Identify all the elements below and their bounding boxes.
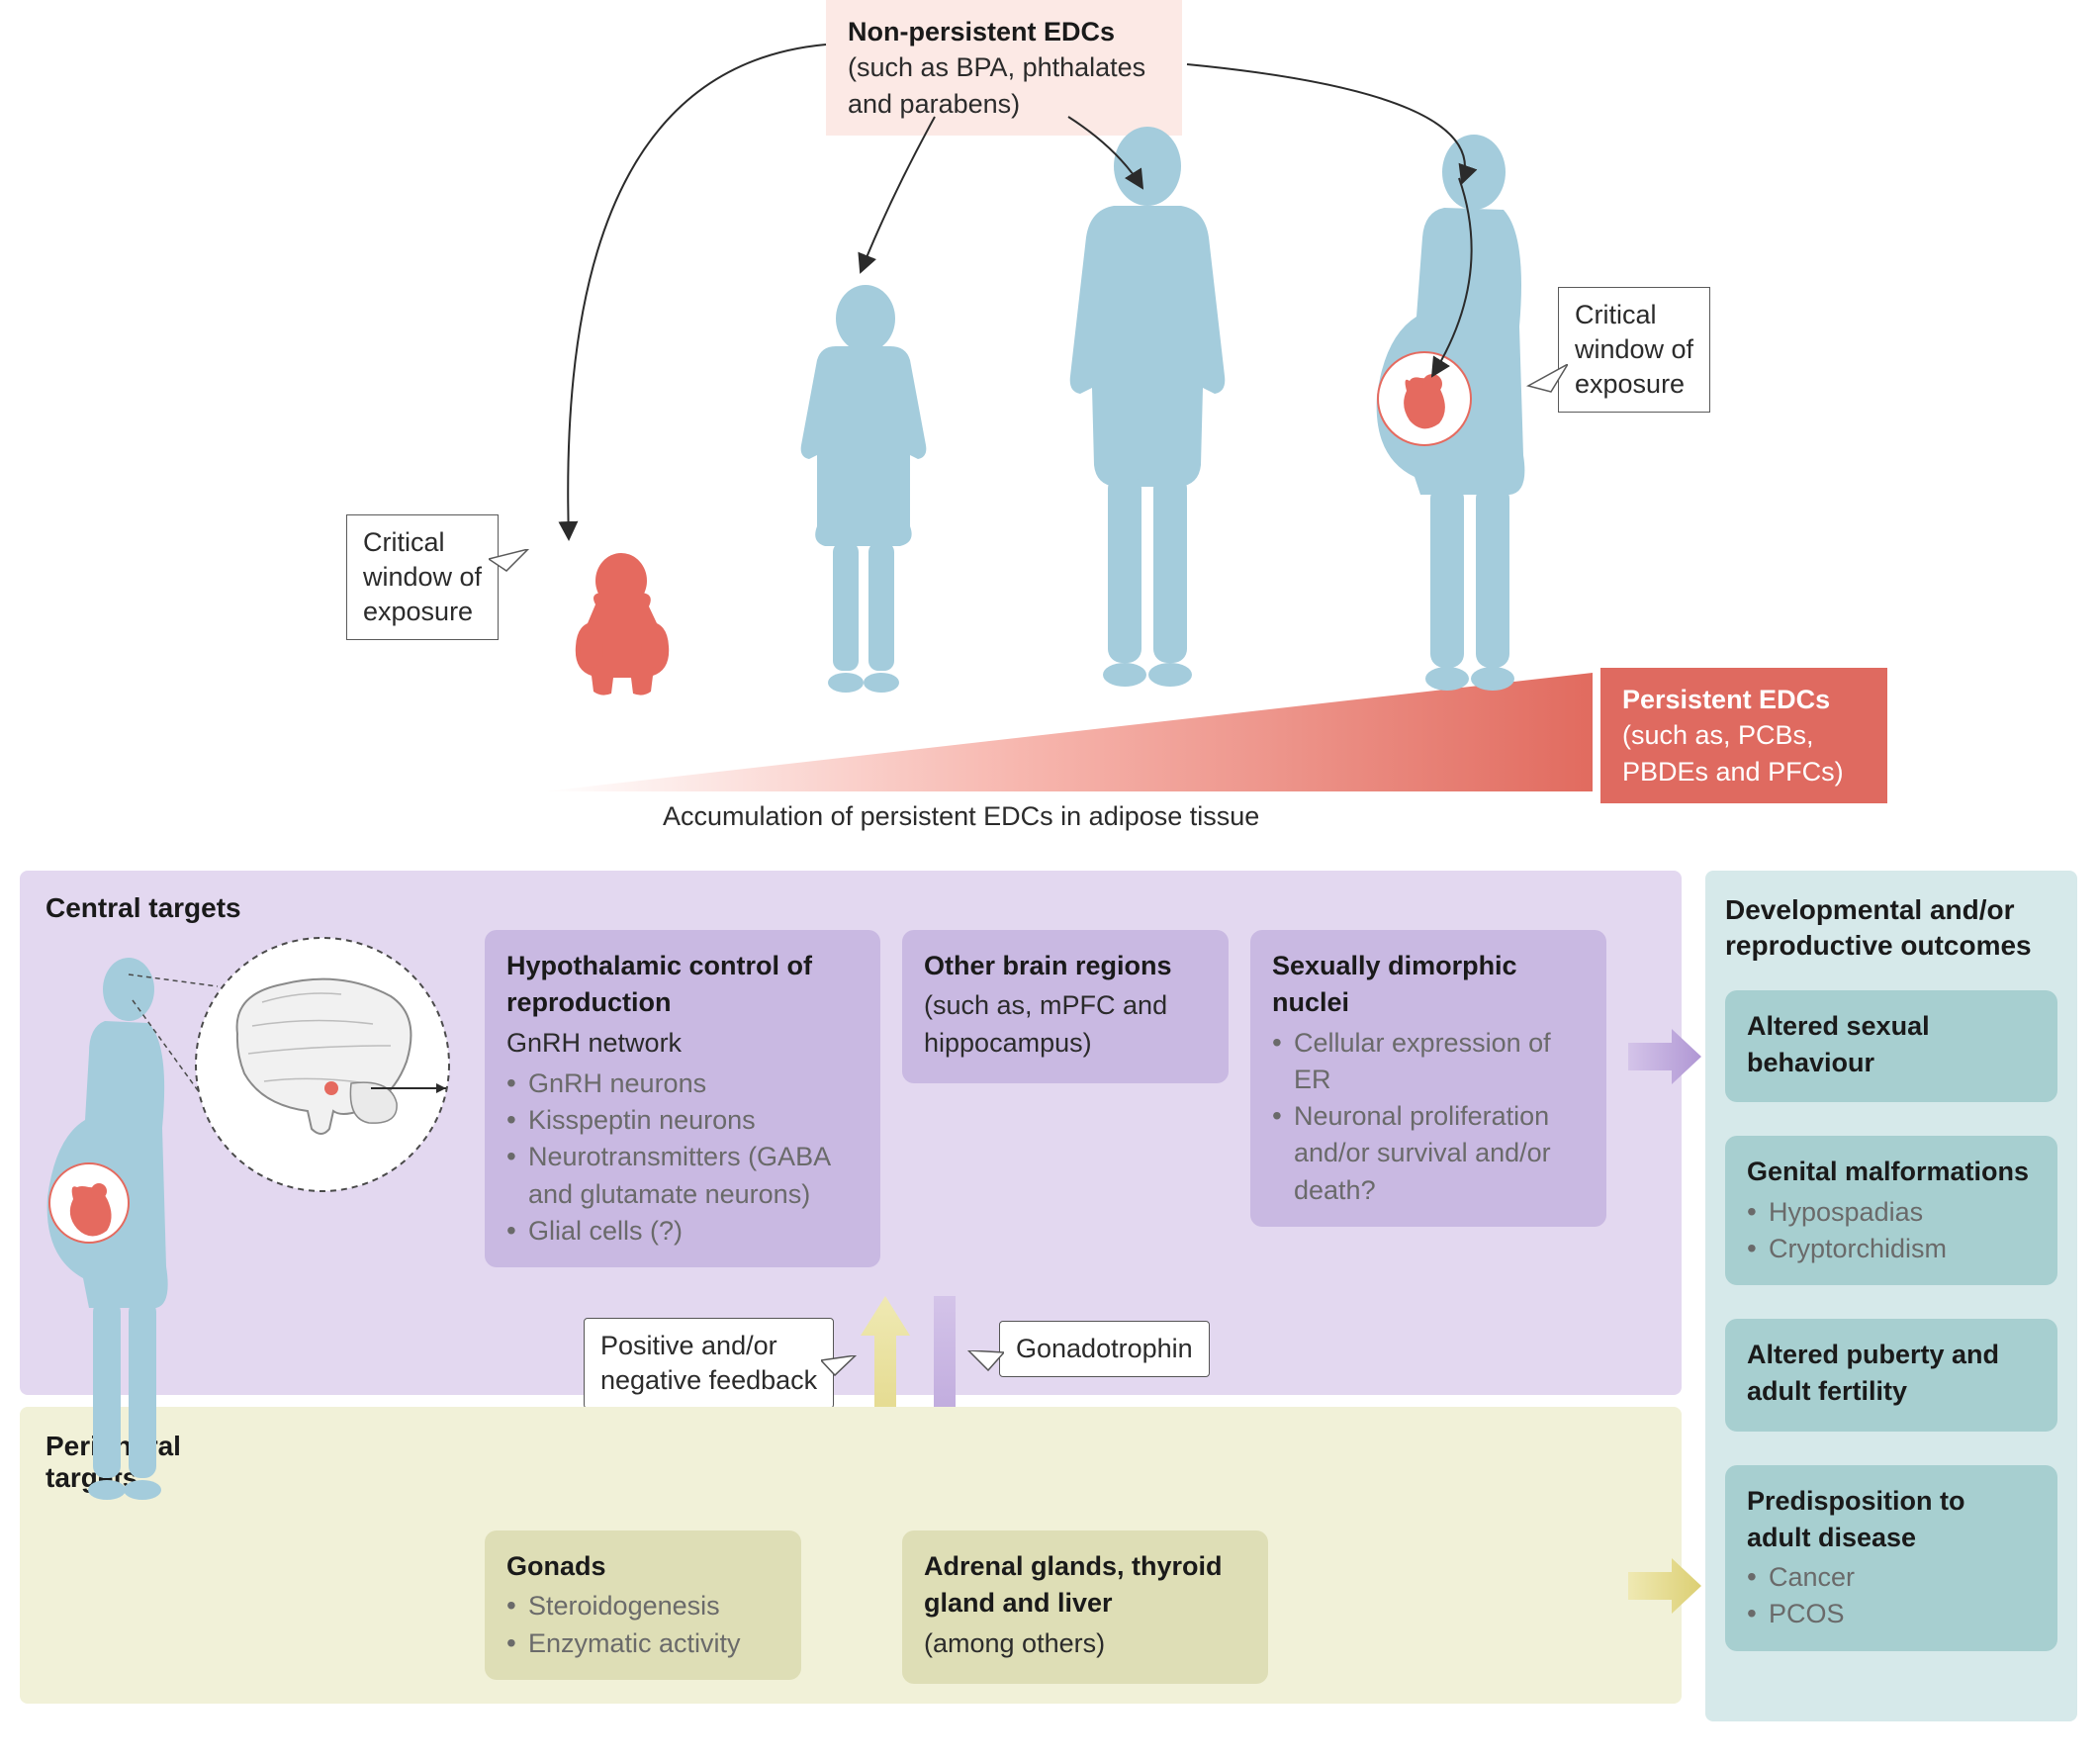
central-targets-panel: Central targets Hypothalamic control of … <box>20 871 1682 1395</box>
outcomes-title: Developmental and/or reproductive outcom… <box>1725 892 2057 965</box>
outcome-card-1: Genital malformations Hypospadias Crypto… <box>1725 1136 2057 1285</box>
bottom-section: Central targets Hypothalamic control of … <box>20 871 2077 1721</box>
outcome-card-3: Predisposition to adult disease Cancer P… <box>1725 1465 2057 1651</box>
callout-pointer-right <box>1523 364 1568 394</box>
other-brain-card: Other brain regions (such as, mPFC and h… <box>902 930 1229 1083</box>
feedback-left-pointer <box>821 1355 861 1380</box>
persistent-edc-box: Persistent EDCs (such as, PCBs, PBDEs an… <box>1600 668 1887 803</box>
dimorphic-card: Sexually dimorphic nuclei Cellular expre… <box>1250 930 1606 1227</box>
critical-window-right: Critical window of exposure <box>1558 287 1710 413</box>
top-section: Non-persistent EDCs (such as BPA, phthal… <box>0 0 2100 871</box>
outcomes-panel: Developmental and/or reproductive outcom… <box>1705 871 2077 1721</box>
central-title: Central targets <box>46 892 241 924</box>
peripheral-to-outcomes-arrow <box>1628 1558 1701 1614</box>
gonadotrophin-pointer <box>964 1350 1004 1375</box>
baby-silhouette <box>554 549 687 697</box>
p-sub: (such as, PCBs, PBDEs and PFCs) <box>1622 717 1866 789</box>
feedback-left-bubble: Positive and/or negative feedback <box>584 1318 834 1409</box>
hypothalamic-bullets: GnRH neurons Kisspeptin neurons Neurotra… <box>506 1066 859 1250</box>
outcome-card-2: Altered puberty and adult fertility <box>1725 1319 2057 1432</box>
outcome-card-0: Altered sexual behaviour <box>1725 990 2057 1103</box>
targets-column: Central targets Hypothalamic control of … <box>20 871 1682 1721</box>
peripheral-targets-panel: Peripheral targets Gonads Steroidogenesi… <box>20 1407 1682 1704</box>
brain-diagram <box>193 935 452 1194</box>
critical-window-left: Critical window of exposure <box>346 514 499 640</box>
adult-silhouette <box>999 119 1296 693</box>
callout-pointer-left <box>489 549 538 579</box>
adrenal-card: Adrenal glands, thyroid gland and liver … <box>902 1530 1268 1684</box>
np-title: Non-persistent EDCs <box>848 14 1160 49</box>
child-silhouette <box>752 277 969 693</box>
np-sub: (such as BPA, phthalates and parabens) <box>848 49 1160 122</box>
gonadotrophin-bubble: Gonadotrophin <box>999 1321 1210 1377</box>
non-persistent-edc-box: Non-persistent EDCs (such as BPA, phthal… <box>826 0 1182 136</box>
pregnant-side-silhouette <box>12 950 200 1504</box>
accumulation-caption: Accumulation of persistent EDCs in adipo… <box>663 801 1259 832</box>
gonads-card: Gonads Steroidogenesis Enzymatic activit… <box>485 1530 801 1680</box>
pregnant-silhouette <box>1325 129 1583 693</box>
central-to-outcomes-arrow <box>1628 1029 1701 1084</box>
p-title: Persistent EDCs <box>1622 682 1866 717</box>
hypothalamic-card: Hypothalamic control of reproduction GnR… <box>485 930 880 1267</box>
